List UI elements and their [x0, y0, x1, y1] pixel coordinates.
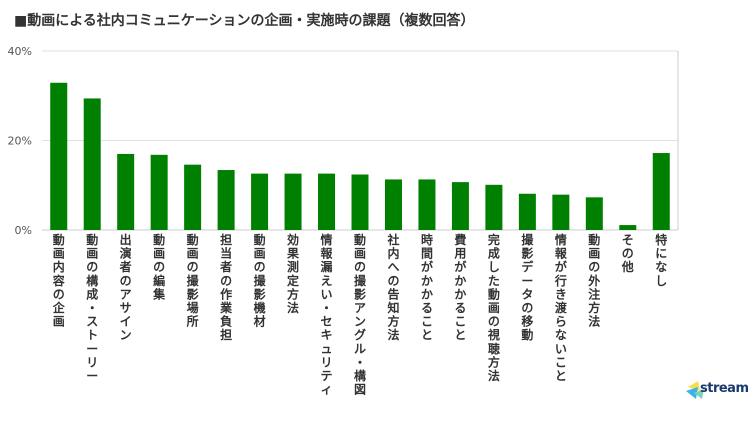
x-category-label: 動画の撮影場所: [187, 232, 200, 329]
x-category-label: 効果測定方法: [286, 232, 299, 315]
x-category-label: 動画の撮影機材: [253, 232, 267, 329]
x-category-label: 時間がかかること: [421, 232, 433, 342]
x-category-label: 動画の構成・ストーリー: [86, 232, 98, 383]
bar: [251, 173, 269, 230]
x-category-label: 情報が行き渡らないこと: [554, 232, 568, 383]
x-category-label: 担当者の作業負担: [219, 232, 233, 342]
bar: [318, 173, 336, 230]
bar: [50, 82, 68, 231]
bar: [284, 173, 302, 230]
x-category-label: 動画の編集: [152, 232, 166, 301]
bar: [150, 154, 168, 230]
y-tick-label: 0%: [15, 224, 32, 237]
bar: [184, 164, 202, 230]
x-category-label: 情報漏えい・セキュリティ: [321, 232, 334, 397]
y-tick-label: 20%: [8, 135, 32, 148]
bar: [351, 174, 369, 230]
y-tick-label: 40%: [8, 45, 32, 58]
bar: [652, 153, 670, 230]
bar: [619, 225, 637, 230]
bars: [50, 82, 670, 231]
bar: [518, 193, 536, 230]
bar: [117, 153, 135, 230]
bar: [217, 170, 235, 230]
bar: [585, 197, 603, 230]
chart-title: ■動画による社内コミュニケーションの企画・実施時の課題（複数回答）: [14, 13, 475, 29]
bar: [384, 179, 402, 230]
y-axis-ticks: 0% 20% 40%: [8, 45, 32, 237]
brand-text: stream: [700, 381, 749, 396]
brand-mark-icon: [686, 381, 704, 399]
bar: [552, 194, 570, 230]
x-category-label: 撮影データの移動: [521, 232, 534, 342]
bar: [418, 179, 436, 230]
x-category-label: 出演者のアサイン: [119, 232, 132, 342]
bar: [451, 182, 469, 230]
x-category-label: その他: [621, 233, 634, 274]
x-category-label: 完成した動画の視聴方法: [487, 232, 500, 383]
x-category-label: 動画の撮影アングル・構図: [354, 232, 367, 397]
bar: [83, 98, 101, 230]
x-category-label: 特になし: [655, 232, 667, 288]
bar: [485, 184, 503, 230]
x-category-label: 動画内容の企画: [52, 232, 66, 329]
x-axis-labels: 動画内容の企画 動画の構成・ストーリー 出演者のアサイン 動画の編集 動画の撮影場所 担当…: [52, 232, 668, 397]
x-category-label: 費用がかかること: [453, 232, 466, 342]
brand-logo: stream: [686, 379, 749, 401]
x-category-label: 社内への告知方法: [386, 232, 399, 342]
x-category-label: 動画の外注方法: [588, 232, 600, 329]
